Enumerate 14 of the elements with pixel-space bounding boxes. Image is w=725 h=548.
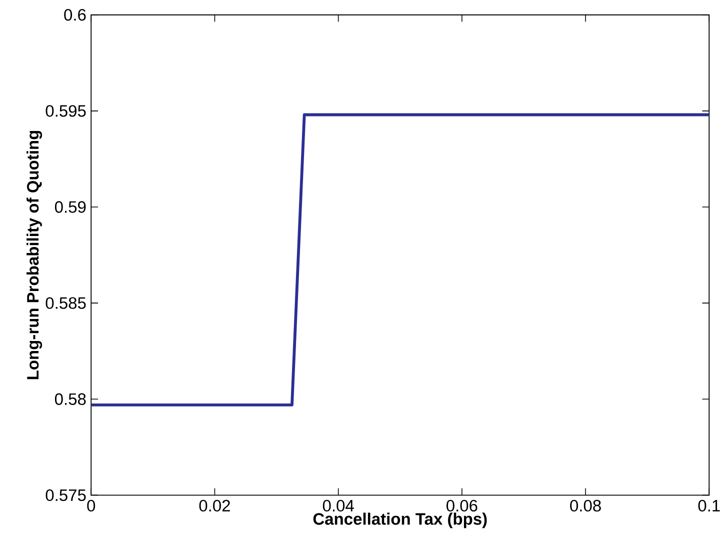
y-tick-label: 0.585 (46, 297, 86, 310)
x-tick-label: 0.02 (199, 500, 230, 512)
y-tick-label: 0.595 (46, 105, 86, 117)
y-tick-label: 0.59 (54, 201, 86, 213)
y-tick-label: 0.6 (64, 9, 86, 21)
x-tick-label: 0 (87, 500, 96, 512)
x-axis-title: Cancellation Tax (bps) (313, 512, 487, 528)
y-tick-label: 0.58 (54, 393, 86, 406)
x-tick-label: 0.08 (570, 500, 601, 512)
x-tick-label: 0.04 (322, 500, 354, 512)
x-tick-label: 0.1 (698, 500, 720, 512)
x-tick-label: 0.06 (446, 500, 478, 512)
y-axis-title: Long-run Probability of Quoting (26, 131, 42, 380)
y-tick-label: 0.575 (46, 490, 86, 502)
